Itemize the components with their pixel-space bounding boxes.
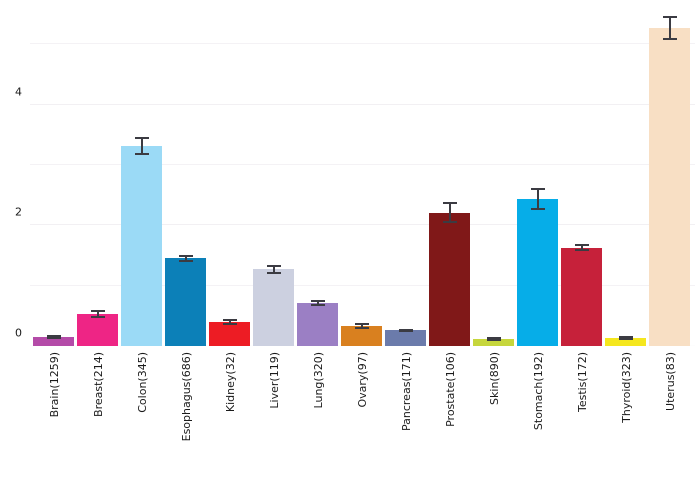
bar[interactable]: [385, 330, 426, 346]
x-tick-label: Pancreas(171): [399, 352, 413, 431]
error-bar-cap-top: [266, 264, 281, 267]
error-bar-cap-bottom: [178, 260, 193, 263]
error-bar-line: [448, 202, 451, 223]
error-bar-cap-top: [134, 136, 149, 139]
error-bar-cap-top: [354, 323, 369, 326]
error-bar-cap-bottom: [354, 327, 369, 330]
error-bar-cap-top: [574, 244, 589, 247]
bar[interactable]: [253, 269, 294, 346]
error-bar-line: [360, 323, 363, 330]
x-tick-label: Lung(320): [311, 352, 325, 409]
error-bar-cap-bottom: [90, 316, 105, 319]
y-axis: 0 2 4: [0, 8, 30, 346]
error-bar-line: [272, 264, 275, 275]
error-bar-cap-bottom: [46, 336, 61, 339]
bar[interactable]: [473, 338, 514, 346]
error-bar-line: [668, 15, 671, 40]
bar[interactable]: [517, 199, 558, 346]
y-tick-label: 0: [15, 326, 22, 340]
error-bar-cap-bottom: [618, 337, 633, 340]
x-tick-label: Thyroid(323): [619, 352, 633, 423]
error-bar-line: [96, 309, 99, 319]
bar[interactable]: [429, 212, 470, 346]
x-tick-label: Ovary(97): [355, 352, 369, 408]
error-bar-line: [316, 299, 319, 306]
y-tick-label: 2: [15, 205, 22, 219]
error-bar-cap-top: [90, 309, 105, 312]
bar[interactable]: [649, 27, 690, 346]
x-tick-label: Kidney(32): [223, 352, 237, 413]
error-bar-cap-top: [222, 318, 237, 321]
x-tick-label: Brain(1259): [47, 352, 61, 418]
bar[interactable]: [33, 336, 74, 346]
bar[interactable]: [121, 145, 162, 346]
x-tick-label: Stomach(192): [531, 352, 545, 431]
gridline-minor: [30, 43, 695, 45]
error-bar-cap-top: [46, 335, 61, 338]
error-bar-cap-bottom: [310, 303, 325, 306]
bar[interactable]: [341, 326, 382, 346]
x-tick-label: Skin(890): [487, 352, 501, 405]
error-bar-cap-bottom: [222, 322, 237, 325]
bar[interactable]: [605, 338, 646, 346]
error-bar-cap-top: [398, 328, 413, 331]
y-tick-label: 4: [15, 85, 22, 99]
error-bar-cap-bottom: [530, 208, 545, 211]
error-bar-cap-bottom: [574, 249, 589, 252]
x-tick-label: Testis(172): [575, 352, 589, 413]
error-bar-cap-top: [178, 254, 193, 257]
gridline-minor: [30, 163, 695, 165]
x-tick-label: Esophagus(686): [179, 352, 193, 442]
plot-area: [30, 8, 695, 346]
bar[interactable]: [209, 321, 250, 346]
error-bar-line: [228, 318, 231, 325]
error-bar-cap-bottom: [398, 330, 413, 333]
error-bar-cap-bottom: [442, 220, 457, 223]
error-bar-cap-top: [310, 299, 325, 302]
error-bar-cap-top: [662, 15, 677, 18]
bar[interactable]: [77, 314, 118, 346]
error-bar-line: [140, 136, 143, 155]
gridline-major: [30, 103, 695, 105]
gridline-minor: [30, 284, 695, 286]
bar[interactable]: [561, 247, 602, 346]
x-tick-label: Breast(214): [91, 352, 105, 417]
x-axis-labels: Brain(1259) Breast(214) Colon(345) Esophagu…: [30, 352, 695, 480]
error-bar-cap-bottom: [486, 338, 501, 341]
error-bar-line: [580, 244, 583, 252]
error-bar-line: [536, 188, 539, 211]
error-bar-cap-top: [618, 336, 633, 339]
error-bar-cap-top: [442, 202, 457, 205]
error-bar-cap-bottom: [266, 272, 281, 275]
error-bar-line: [184, 254, 187, 263]
bar[interactable]: [297, 302, 338, 346]
x-tick-label: Colon(345): [135, 352, 149, 413]
error-bar-cap-bottom: [662, 38, 677, 40]
x-tick-label: Prostate(106): [443, 352, 457, 427]
error-bar-cap-top: [486, 336, 501, 339]
gridline-major: [30, 224, 695, 226]
error-bar-cap-bottom: [134, 152, 149, 155]
x-tick-label: Liver(119): [267, 352, 281, 409]
error-bar-cap-top: [530, 188, 545, 191]
x-tick-label: Uterus(83): [663, 352, 677, 411]
bar[interactable]: [165, 258, 206, 346]
